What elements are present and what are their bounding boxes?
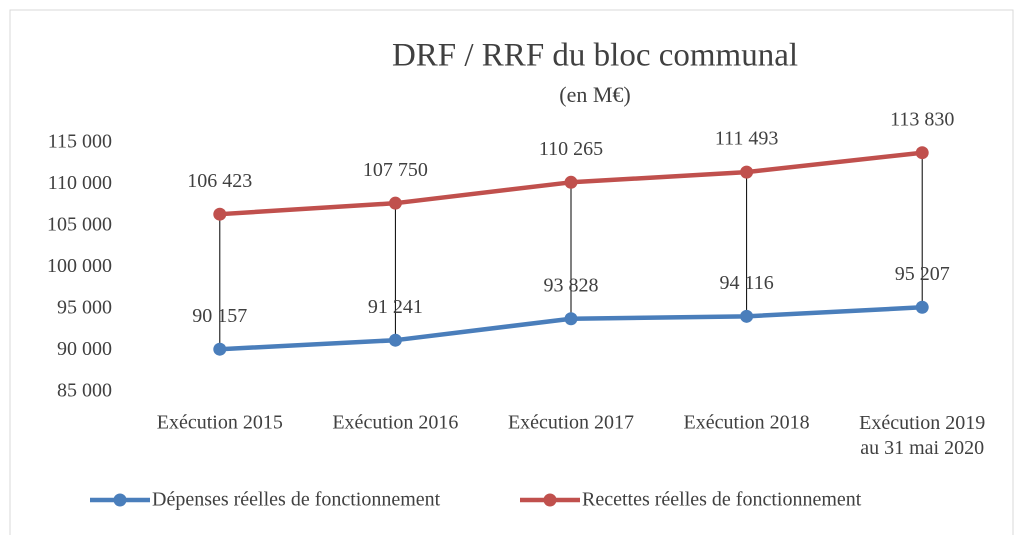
x-tick-label: Exécution 2017 [508, 412, 634, 434]
x-tick-label: Exécution 2016 [332, 412, 458, 434]
series-marker [740, 165, 754, 179]
y-tick-label: 95 000 [57, 297, 112, 319]
data-label: 94 116 [719, 272, 773, 294]
y-tick-label: 105 000 [47, 214, 112, 236]
chart-border [9, 9, 1014, 535]
data-label: 110 265 [539, 138, 603, 160]
y-tick-label: 100 000 [47, 255, 112, 277]
y-tick-label: 90 000 [57, 338, 112, 360]
x-tick-label: Exécution 2015 [157, 412, 283, 434]
series-marker [388, 333, 402, 347]
series-marker [915, 146, 929, 160]
x-tick-label: Exécution 2019 au 31 mai 2020 [859, 412, 985, 459]
x-tick-label: Exécution 2018 [684, 412, 810, 434]
series-marker [564, 175, 578, 189]
data-label: 90 157 [192, 305, 247, 327]
data-label: 95 207 [895, 263, 950, 285]
series-marker [915, 300, 929, 314]
series-marker [213, 342, 227, 356]
data-label: 93 828 [544, 274, 599, 296]
data-label: 91 241 [368, 296, 423, 318]
data-label: 107 750 [363, 159, 428, 181]
chart-subtitle: (en M€) [559, 82, 630, 107]
series-marker [388, 196, 402, 210]
y-tick-label: 115 000 [48, 131, 112, 153]
y-tick-label: 85 000 [57, 380, 112, 402]
series-marker [213, 207, 227, 221]
chart-title: DRF / RRF du bloc communal [392, 38, 798, 74]
legend-marker [543, 493, 557, 507]
data-label: 111 493 [715, 128, 779, 150]
series-marker [740, 309, 754, 323]
legend-label: Dépenses réelles de fonctionnement [152, 489, 441, 511]
y-tick-label: 110 000 [48, 172, 112, 194]
legend-label: Recettes réelles de fonctionnement [582, 489, 862, 511]
data-label: 106 423 [187, 170, 252, 192]
data-label: 113 830 [890, 108, 954, 130]
series-marker [564, 312, 578, 326]
legend-marker [113, 493, 127, 507]
